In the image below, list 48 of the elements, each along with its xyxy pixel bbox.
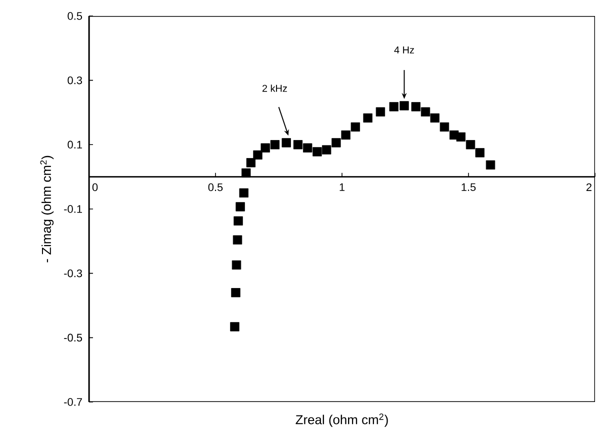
point <box>234 216 243 226</box>
point <box>376 107 386 116</box>
point <box>389 102 398 112</box>
y-tick-label: 0.3 <box>68 76 82 84</box>
point <box>350 122 360 132</box>
point <box>400 101 409 110</box>
point <box>486 160 496 170</box>
point <box>303 143 312 152</box>
point <box>322 145 332 154</box>
x-tick-label: 2 <box>586 183 592 191</box>
point <box>230 322 240 332</box>
point <box>293 140 303 150</box>
annotation: 2 kHz <box>262 84 287 92</box>
point <box>332 138 341 148</box>
x-axis-title: Zreal (ohm cm$^{2}$) <box>296 413 388 427</box>
point <box>253 150 262 160</box>
point <box>440 122 450 132</box>
point <box>246 158 256 168</box>
annotation: 4 Hz <box>394 46 414 54</box>
y-tick-label: 0.1 <box>68 140 82 149</box>
point <box>239 188 248 198</box>
point <box>270 140 280 150</box>
point <box>231 288 240 298</box>
y-tick-label: -0.7 <box>64 398 82 406</box>
x-tick-label: 0 <box>92 183 98 192</box>
point <box>430 113 440 123</box>
point <box>242 168 251 178</box>
point <box>456 132 466 142</box>
y-tick-label: -0.1 <box>64 205 82 213</box>
point <box>260 143 270 152</box>
point <box>341 130 350 140</box>
point <box>312 147 322 156</box>
x-tick-label: 1.5 <box>462 183 476 191</box>
point <box>232 260 242 270</box>
x-tick-label: 0.5 <box>208 183 223 192</box>
y-tick-label: -0.5 <box>64 334 82 342</box>
point <box>282 138 291 148</box>
point <box>232 235 242 244</box>
point <box>236 202 245 212</box>
y-tick-label: 0.5 <box>68 12 82 20</box>
point <box>411 102 420 112</box>
point <box>363 113 372 123</box>
point <box>420 107 430 116</box>
point <box>475 148 484 158</box>
x-tick-label: 1 <box>340 183 345 191</box>
y-axis-title: - Zimag (ohm cm$^{2}$) <box>40 156 54 262</box>
y-tick-label: -0.3 <box>64 269 82 278</box>
point <box>466 140 476 150</box>
